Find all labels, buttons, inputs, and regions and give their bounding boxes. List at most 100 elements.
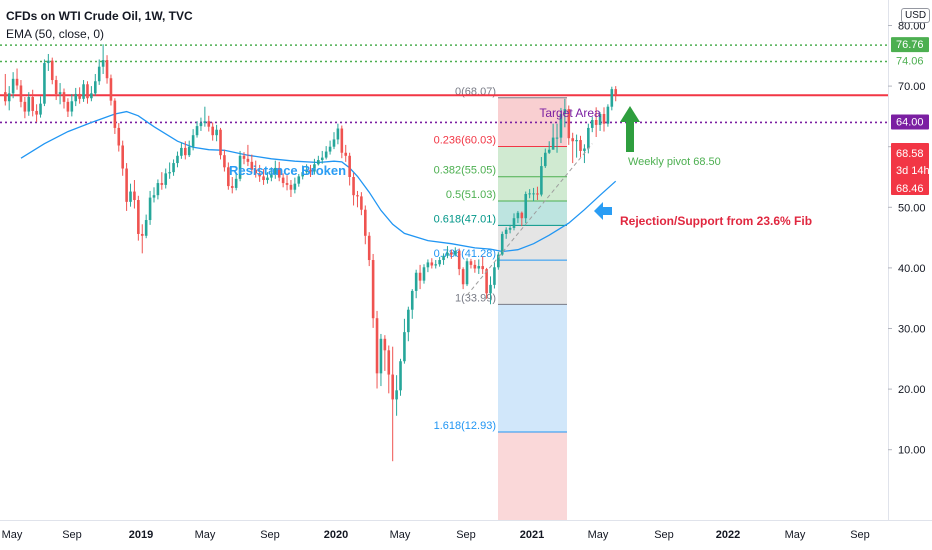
candle-body [348,155,351,177]
candle-body [164,173,168,185]
candle-body [528,193,531,195]
candle-body [309,169,312,172]
candle-body [583,148,586,151]
x-tick-label: 2021 [520,529,544,541]
candle-body [575,140,578,142]
candle-body [281,177,285,184]
fib-level-label: 0.382(55.05) [434,165,496,177]
fib-zone [498,146,567,177]
candle-body [379,338,383,374]
candle-body [571,138,574,142]
candle-body [109,78,113,101]
currency-badge[interactable]: USD [901,8,931,23]
last-price-block [891,143,929,195]
x-tick-label: May [390,529,411,541]
candle-body [297,176,301,184]
x-tick-label: May [785,529,806,541]
candle-body [254,169,258,174]
candle-body [15,78,19,86]
y-tick-label: 10.00 [898,445,926,457]
fib-zone [498,201,567,226]
candle-body [594,120,598,125]
fib-level-label: 0.236(60.03) [434,135,496,147]
candle-body [590,120,594,128]
candle-body [461,269,465,285]
candle-body [7,93,11,102]
candle-body [270,173,273,178]
fib-level-label: 1.618(12.93) [434,420,496,432]
candle-body [356,195,359,197]
candle-body [477,266,481,269]
candle-body [285,183,289,185]
candle-body [54,80,58,94]
candle-body [129,191,132,202]
fib-level-label: 0.618(47.01) [434,213,496,225]
projection-line [466,143,593,296]
candle-body [446,252,449,256]
candle-body [430,262,434,266]
candle-body [11,78,15,94]
candle-body [203,121,207,124]
candle-body [230,186,234,188]
candle-body [246,158,250,162]
candle-body [144,220,148,236]
candle-body [242,155,246,159]
price-tag-74: 74.06 [896,55,924,67]
candle-body [219,129,222,156]
candle-body [407,309,410,333]
candle-body [70,101,74,112]
candle-body [191,135,195,147]
candle-body [27,97,31,112]
fib-level-label: 1(33.99) [455,292,496,304]
candle-body [137,200,140,234]
candle-body [399,361,402,391]
x-tick-label: 2020 [324,529,348,541]
y-tick-label: 70.00 [898,81,926,93]
candle-body [563,109,567,114]
candle-body [555,137,559,139]
candle-body [508,227,512,230]
candle-body [207,121,211,127]
candle-body [187,146,191,156]
candle-body [516,212,520,219]
candle-body [344,152,348,156]
candle-body [289,184,293,190]
candle-body [90,93,93,99]
candle-body [133,191,136,201]
candle-body [606,106,610,124]
candle-body [403,332,406,362]
y-tick-label: 20.00 [898,384,926,396]
candle-body [23,101,27,112]
candle-body [238,155,242,179]
candle-body [125,168,128,202]
candle-body [156,183,160,196]
candles [4,44,618,462]
last-price-label: 68.58 [896,148,924,160]
weekly-pivot-label: Weekly pivot 68.50 [628,156,721,168]
candle-body [305,169,308,173]
price-tag-64: 64.00 [896,116,924,128]
ema-line [20,110,617,253]
candle-body [211,126,214,136]
candle-body [500,233,504,255]
x-tick-label: Sep [260,529,280,541]
candle-body [438,260,441,265]
candle-body [62,92,66,102]
candle-body [383,338,387,351]
resistance-broken-label: Resistance Broken [229,163,346,178]
candle-body [277,167,281,178]
price-tag-74-bg [891,53,929,69]
candle-body [313,164,316,172]
candle-body [223,155,226,168]
target-area-label: Target Area [539,106,601,120]
price-tag-76: 76.76 [896,39,924,51]
candle-body [473,264,477,269]
candle-body [227,167,230,187]
candle-body [148,197,152,221]
candle-body [450,252,453,255]
candle-body [520,212,524,219]
candle-body [367,235,371,261]
blue-left-arrow-icon [594,202,612,220]
